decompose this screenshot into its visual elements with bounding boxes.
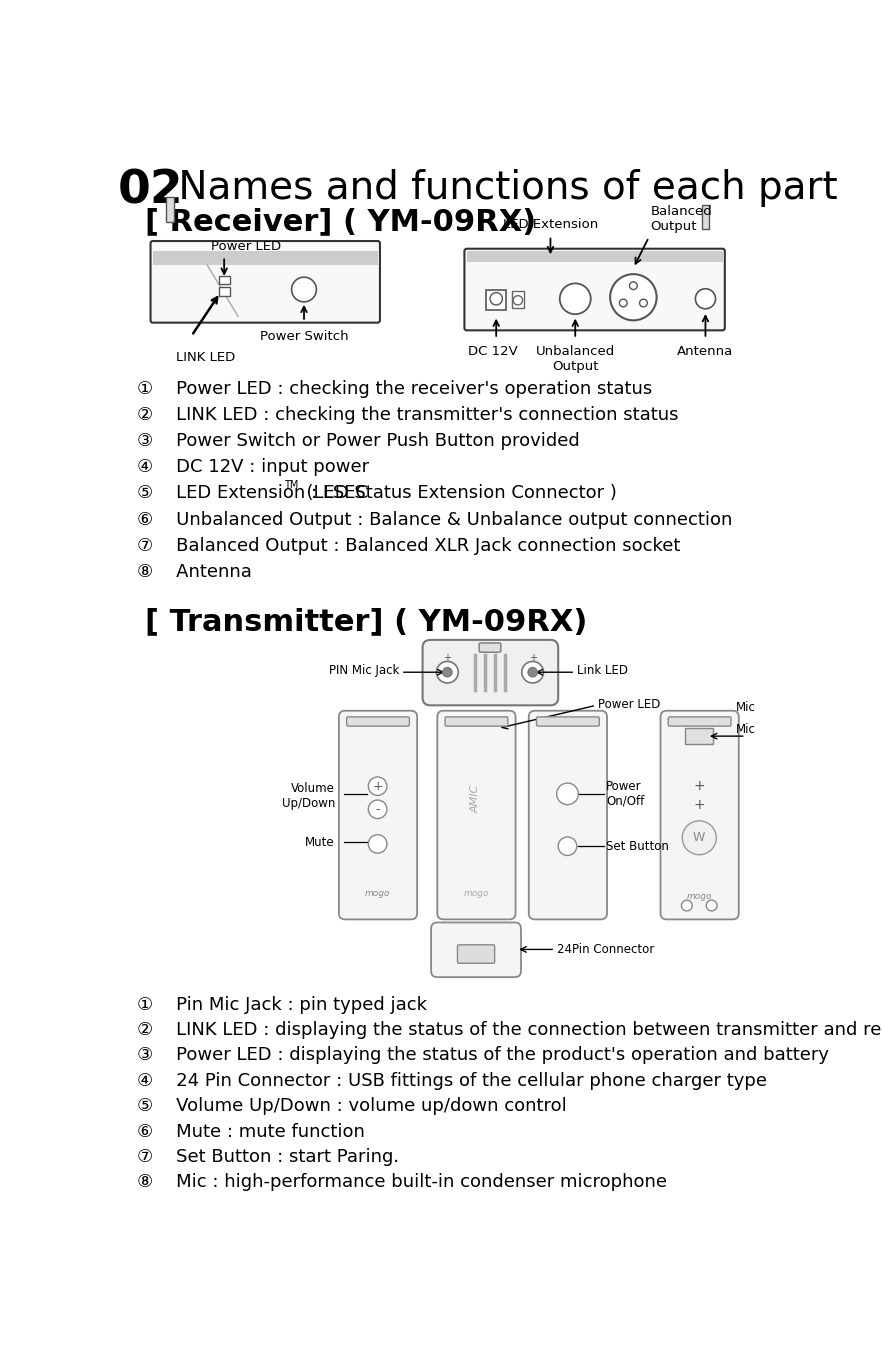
Text: Volume
Up/Down: Volume Up/Down bbox=[281, 783, 335, 810]
Text: W: W bbox=[693, 831, 706, 845]
Text: ①    Pin Mic Jack : pin typed jack: ① Pin Mic Jack : pin typed jack bbox=[138, 995, 428, 1014]
Text: ⑦    Balanced Output : Balanced XLR Jack connection socket: ⑦ Balanced Output : Balanced XLR Jack co… bbox=[138, 536, 681, 555]
FancyBboxPatch shape bbox=[479, 643, 501, 653]
Text: PIN Mic Jack: PIN Mic Jack bbox=[329, 665, 400, 677]
Text: ⑥    Mute : mute function: ⑥ Mute : mute function bbox=[138, 1122, 365, 1140]
Bar bbox=[166, 198, 174, 222]
Text: Mute: Mute bbox=[305, 835, 335, 849]
Text: ②    LINK LED : checking the transmitter's connection status: ② LINK LED : checking the transmitter's … bbox=[138, 406, 679, 424]
Text: Set Button: Set Button bbox=[606, 839, 669, 853]
Circle shape bbox=[558, 837, 577, 856]
Text: ②    LINK LED : displaying the status of the connection between transmitter and : ② LINK LED : displaying the status of th… bbox=[138, 1021, 882, 1039]
Text: Mic: Mic bbox=[736, 701, 756, 715]
Text: [ Transmitter] ( YM-09RX): [ Transmitter] ( YM-09RX) bbox=[146, 607, 587, 636]
Circle shape bbox=[369, 834, 387, 853]
Circle shape bbox=[639, 299, 647, 307]
Text: ⑦    Set Button : start Paring.: ⑦ Set Button : start Paring. bbox=[138, 1148, 400, 1166]
Text: LINK LED: LINK LED bbox=[176, 351, 235, 364]
Text: [ Receiver] ( YM-09RX): [ Receiver] ( YM-09RX) bbox=[146, 207, 536, 236]
Circle shape bbox=[513, 295, 522, 305]
FancyBboxPatch shape bbox=[445, 716, 508, 726]
FancyBboxPatch shape bbox=[536, 716, 599, 726]
Bar bbox=[685, 728, 714, 743]
Text: TM: TM bbox=[284, 479, 298, 490]
Bar bbox=[701, 204, 709, 229]
Text: +: + bbox=[693, 799, 705, 812]
Text: +: + bbox=[444, 654, 452, 663]
FancyBboxPatch shape bbox=[458, 945, 495, 963]
FancyBboxPatch shape bbox=[528, 711, 607, 919]
Text: AMIC: AMIC bbox=[471, 785, 481, 814]
Circle shape bbox=[443, 668, 452, 677]
Bar bbox=[219, 276, 229, 284]
Circle shape bbox=[682, 900, 692, 911]
Text: ⑥    Unbalanced Output : Balance & Unbalance output connection: ⑥ Unbalanced Output : Balance & Unbalanc… bbox=[138, 510, 733, 528]
Bar bbox=[219, 287, 229, 295]
Text: +: + bbox=[528, 654, 536, 663]
Text: Unbalanced
Output: Unbalanced Output bbox=[535, 345, 615, 372]
Text: LED Extension: LED Extension bbox=[503, 218, 598, 232]
Text: DC 12V: DC 12V bbox=[468, 345, 518, 357]
Circle shape bbox=[528, 668, 537, 677]
Circle shape bbox=[490, 292, 503, 305]
FancyBboxPatch shape bbox=[422, 640, 558, 705]
Bar bbox=[486, 290, 506, 310]
Text: ③    Power LED : displaying the status of the product's operation and battery: ③ Power LED : displaying the status of t… bbox=[138, 1047, 829, 1064]
FancyBboxPatch shape bbox=[661, 711, 739, 919]
Text: ⑧    Mic : high-performance built-in condenser microphone: ⑧ Mic : high-performance built-in conden… bbox=[138, 1174, 668, 1192]
Text: Names and functions of each part: Names and functions of each part bbox=[166, 169, 838, 207]
Text: mogo: mogo bbox=[686, 892, 712, 900]
Text: Power LED: Power LED bbox=[599, 697, 661, 711]
Text: mogo: mogo bbox=[463, 890, 489, 899]
Text: mogo: mogo bbox=[365, 890, 391, 899]
Text: ④    DC 12V : input power: ④ DC 12V : input power bbox=[138, 458, 370, 477]
Circle shape bbox=[682, 821, 716, 854]
Text: -: - bbox=[376, 803, 380, 815]
Text: 24Pin Connector: 24Pin Connector bbox=[557, 942, 654, 956]
Text: ⑧    Antenna: ⑧ Antenna bbox=[138, 563, 252, 581]
FancyBboxPatch shape bbox=[431, 922, 521, 978]
Text: Link LED: Link LED bbox=[577, 665, 628, 677]
Text: +: + bbox=[372, 780, 383, 792]
Text: Power LED: Power LED bbox=[211, 240, 281, 253]
Circle shape bbox=[695, 288, 715, 309]
Text: ④    24 Pin Connector : USB fittings of the cellular phone charger type: ④ 24 Pin Connector : USB fittings of the… bbox=[138, 1072, 767, 1090]
Circle shape bbox=[437, 662, 459, 682]
Circle shape bbox=[369, 800, 387, 819]
Circle shape bbox=[560, 283, 591, 314]
FancyBboxPatch shape bbox=[339, 711, 417, 919]
Circle shape bbox=[522, 662, 543, 682]
FancyBboxPatch shape bbox=[465, 249, 725, 330]
Circle shape bbox=[630, 282, 638, 290]
Circle shape bbox=[610, 274, 656, 321]
Text: ⑤    Volume Up/Down : volume up/down control: ⑤ Volume Up/Down : volume up/down contro… bbox=[138, 1097, 567, 1116]
Bar bbox=[467, 250, 722, 261]
FancyBboxPatch shape bbox=[669, 716, 731, 726]
FancyBboxPatch shape bbox=[347, 716, 409, 726]
Text: Power
On/Off: Power On/Off bbox=[606, 780, 645, 808]
Text: 02: 02 bbox=[118, 169, 183, 214]
Text: Balanced
Output: Balanced Output bbox=[650, 204, 712, 233]
Circle shape bbox=[706, 900, 717, 911]
Text: Mic: Mic bbox=[736, 723, 756, 737]
Text: (LED Status Extension Connector ): (LED Status Extension Connector ) bbox=[295, 485, 617, 502]
Bar bbox=[153, 250, 377, 265]
Circle shape bbox=[619, 299, 627, 307]
Circle shape bbox=[557, 783, 579, 804]
Text: ①    Power LED : checking the receiver's operation status: ① Power LED : checking the receiver's op… bbox=[138, 379, 653, 398]
Text: +: + bbox=[693, 779, 705, 793]
Text: ⑤    LED Extension : LSEC: ⑤ LED Extension : LSEC bbox=[138, 485, 369, 502]
Text: ③    Power Switch or Power Push Button provided: ③ Power Switch or Power Push Button prov… bbox=[138, 432, 580, 450]
Circle shape bbox=[369, 777, 387, 795]
Text: Power Switch: Power Switch bbox=[259, 329, 348, 343]
FancyBboxPatch shape bbox=[151, 241, 380, 322]
Text: Antenna: Antenna bbox=[677, 345, 734, 357]
Bar bbox=[512, 291, 524, 307]
Circle shape bbox=[292, 278, 317, 302]
FancyBboxPatch shape bbox=[437, 711, 516, 919]
